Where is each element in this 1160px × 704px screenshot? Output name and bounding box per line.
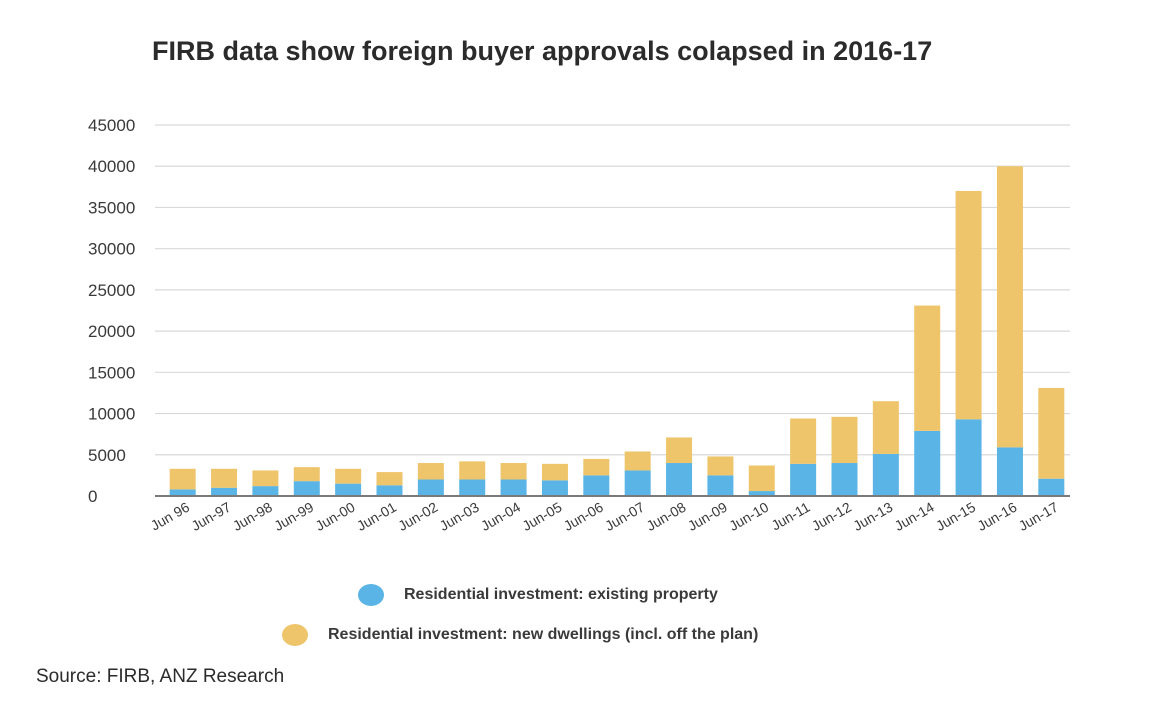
bar-existing-property (169, 489, 196, 496)
bar-new-dwellings (252, 470, 279, 487)
x-tick-label: Jun-05 (519, 499, 564, 534)
bar-new-dwellings (1038, 387, 1065, 479)
y-tick-label: 35000 (88, 198, 135, 217)
x-tick-label: Jun-14 (892, 499, 937, 534)
x-tick-label: Jun-97 (188, 499, 233, 534)
y-tick-label: 0 (88, 487, 97, 506)
x-tick-label: Jun-99 (271, 499, 316, 534)
bar-existing-property (541, 480, 568, 496)
y-tick-label: 20000 (88, 322, 135, 341)
bar-existing-property (666, 463, 693, 496)
x-tick-label: Jun-04 (478, 499, 523, 534)
x-tick-label: Jun-02 (395, 499, 440, 534)
bar-existing-property (955, 419, 982, 496)
bar-new-dwellings (417, 463, 444, 480)
bar-new-dwellings (624, 451, 651, 471)
bar-new-dwellings (500, 463, 527, 480)
y-tick-label: 10000 (88, 405, 135, 424)
bar-new-dwellings (459, 461, 486, 480)
bar-new-dwellings (666, 437, 693, 464)
bar-new-dwellings (996, 166, 1023, 448)
legend-label-existing-property: Residential investment: existing propert… (404, 586, 718, 603)
bar-existing-property (211, 487, 238, 496)
bar-new-dwellings (335, 468, 362, 484)
source-note: Source: FIRB, ANZ Research (36, 666, 285, 687)
x-tick-label: Jun-11 (768, 499, 812, 534)
x-tick-label: Jun-01 (354, 499, 399, 534)
bar-new-dwellings (790, 418, 817, 464)
y-tick-label: 30000 (88, 240, 135, 259)
x-tick-label: Jun-13 (850, 499, 895, 534)
x-tick-label: Jun-17 (1016, 499, 1061, 534)
legend-swatch-existing-property (358, 584, 384, 606)
x-tick-label: Jun 96 (148, 499, 193, 534)
x-tick-label: Jun-98 (230, 499, 275, 534)
bar-existing-property (914, 430, 941, 496)
x-tick-label: Jun-09 (685, 499, 730, 534)
bar-new-dwellings (293, 467, 320, 482)
bar-existing-property (872, 453, 899, 496)
bar-existing-property (252, 486, 279, 496)
bar-existing-property (459, 479, 486, 496)
x-tick-label: Jun-03 (437, 499, 482, 534)
y-tick-label: 40000 (88, 157, 135, 176)
bar-new-dwellings (748, 465, 775, 492)
bar-new-dwellings (955, 190, 982, 420)
bar-existing-property (624, 470, 651, 496)
bar-new-dwellings (376, 472, 403, 486)
bar-existing-property (996, 447, 1023, 496)
chart-title: FIRB data show foreign buyer approvals c… (152, 36, 933, 66)
bar-new-dwellings (211, 468, 238, 488)
y-tick-label: 15000 (88, 363, 135, 382)
bar-new-dwellings (872, 401, 899, 454)
legend-item-existing-property: Residential investment: existing propert… (358, 584, 718, 606)
y-tick-label: 25000 (88, 281, 135, 300)
bar-existing-property (748, 491, 775, 496)
bar-existing-property (293, 481, 320, 496)
bar-existing-property (335, 483, 362, 496)
bar-new-dwellings (541, 463, 568, 481)
bar-existing-property (831, 463, 858, 496)
bar-existing-property (500, 479, 527, 496)
x-tick-label: Jun-15 (933, 499, 978, 534)
x-tick-label: Jun-12 (809, 499, 854, 534)
bar-new-dwellings (914, 305, 941, 431)
y-tick-label: 5000 (88, 446, 126, 465)
bar-new-dwellings (169, 468, 196, 490)
x-tick-label: Jun-07 (602, 499, 647, 534)
x-tick-label: Jun-08 (643, 499, 688, 534)
bar-existing-property (790, 463, 817, 496)
x-tick-label: Jun-06 (561, 499, 606, 534)
bar-existing-property (1038, 478, 1065, 496)
y-tick-label: 45000 (88, 116, 135, 135)
x-tick-label: Jun-00 (313, 499, 358, 534)
bar-new-dwellings (831, 416, 858, 464)
bar-existing-property (376, 485, 403, 496)
legend-swatch-new-dwellings (282, 624, 308, 646)
bar-existing-property (417, 479, 444, 496)
x-tick-label: Jun-10 (726, 499, 771, 534)
bar-existing-property (583, 475, 610, 496)
legend-item-new-dwellings: Residential investment: new dwellings (i… (282, 624, 758, 646)
x-tick-label: Jun-16 (974, 499, 1019, 534)
bar-new-dwellings (707, 456, 734, 476)
bar-existing-property (707, 475, 734, 496)
legend-label-new-dwellings: Residential investment: new dwellings (i… (328, 626, 759, 643)
bar-new-dwellings (583, 458, 610, 476)
